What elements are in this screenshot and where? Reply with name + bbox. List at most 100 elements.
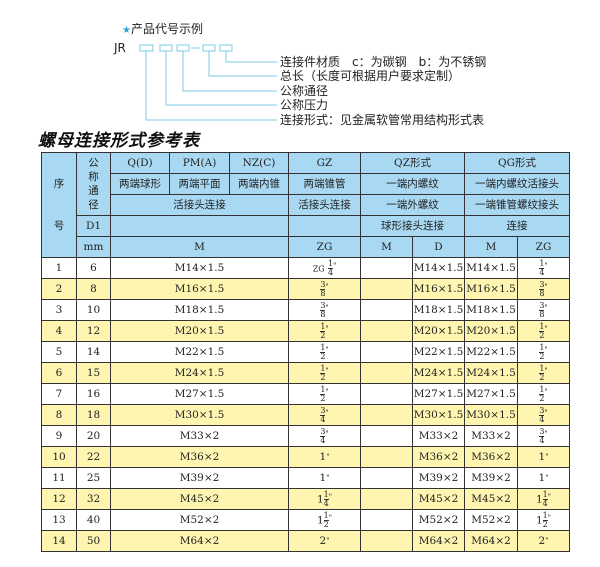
header-zg: ZG bbox=[288, 236, 361, 258]
cell-qz-d: M18×1.5 bbox=[412, 299, 465, 321]
cell-qg-m: M45×2 bbox=[464, 488, 518, 510]
inch-mark: " bbox=[547, 492, 551, 501]
fraction-denominator: 8 bbox=[320, 309, 326, 319]
cell-seq: 5 bbox=[41, 341, 77, 363]
code-box-1 bbox=[139, 44, 154, 52]
header-qg: QG形式 bbox=[464, 152, 570, 174]
cell-qz-d: M20×1.5 bbox=[412, 320, 465, 342]
header-pm: PM(A) bbox=[169, 152, 230, 174]
header-nz: NZ(C) bbox=[229, 152, 289, 174]
cell-qz-d: M36×2 bbox=[412, 446, 465, 468]
cell-seq: 10 bbox=[41, 446, 77, 468]
code-prefix: JR bbox=[114, 41, 126, 55]
fraction-denominator: 4 bbox=[542, 498, 548, 508]
inch-mark: " bbox=[326, 537, 330, 545]
thread-whole: 2 bbox=[538, 535, 546, 547]
cell-dn: 15 bbox=[76, 362, 111, 384]
table-row: 4 12 M20×1.5 1 2 " M20×1.5 M20×1.5 1 2 " bbox=[41, 320, 570, 342]
cell-qz-m bbox=[360, 446, 413, 468]
header-r2-5: 一端内螺纹 bbox=[360, 173, 465, 195]
cell-dn: 40 bbox=[76, 509, 111, 531]
cell-dn: 22 bbox=[76, 446, 111, 468]
label-pressure: 公称压力 bbox=[280, 98, 329, 112]
inch-mark: " bbox=[328, 513, 332, 522]
table-row: 14 50 M64×2 2" M64×2 M64×2 2" bbox=[41, 530, 570, 552]
cell-qg-m: M36×2 bbox=[464, 446, 518, 468]
cell-m: M52×2 bbox=[110, 509, 289, 531]
fraction-denominator: 2 bbox=[323, 519, 329, 529]
table-row: 10 22 M36×2 1" M36×2 M36×2 1" bbox=[41, 446, 570, 468]
leader-line-3 bbox=[182, 51, 277, 92]
fraction-denominator: 8 bbox=[539, 309, 545, 319]
cell-seq: 12 bbox=[41, 488, 77, 510]
inch-mark: " bbox=[544, 387, 548, 396]
inch-mark: " bbox=[325, 282, 329, 291]
inch-mark: " bbox=[545, 537, 549, 545]
inch-mark: " bbox=[544, 408, 548, 417]
cell-gz-zg: 3 8 " bbox=[288, 278, 361, 300]
cell-gz-zg: 1 2 " bbox=[288, 383, 361, 405]
cell-qz-m bbox=[360, 509, 413, 531]
inch-mark: " bbox=[325, 408, 329, 417]
nut-connection-table: 序号 公称通径 Q(D) PM(A) NZ(C) GZ QZ形式 QG形式 两端… bbox=[41, 152, 570, 552]
cell-seq: 14 bbox=[41, 530, 77, 552]
cell-gz-zg: 3 4 " bbox=[288, 404, 361, 426]
code-box-3 bbox=[176, 44, 190, 52]
code-box-2 bbox=[159, 44, 173, 52]
cell-qz-m bbox=[360, 383, 413, 405]
cell-seq: 8 bbox=[41, 404, 77, 426]
code-diagram-lines bbox=[139, 44, 277, 121]
code-example-title: ★产品代号示例 bbox=[122, 20, 203, 37]
cell-gz-zg: 1 2 " bbox=[288, 320, 361, 342]
inch-mark: " bbox=[325, 303, 329, 312]
cell-m: M18×1.5 bbox=[110, 299, 289, 321]
cell-qg-m: M30×1.5 bbox=[464, 404, 518, 426]
cell-gz-zg: 1" bbox=[288, 446, 361, 468]
fraction-denominator: 8 bbox=[320, 288, 326, 298]
cell-qz-d: M39×2 bbox=[412, 467, 465, 489]
cell-qg-zg: 1" bbox=[517, 446, 570, 468]
thread-whole: 1 bbox=[538, 472, 546, 484]
header-r2-1: 两端球形 bbox=[110, 173, 170, 195]
cell-qz-m bbox=[360, 320, 413, 342]
cell-qg-m: M64×2 bbox=[464, 530, 518, 552]
cell-seq: 2 bbox=[41, 278, 77, 300]
header-r2-2: 两端平面 bbox=[169, 173, 230, 195]
cell-gz-zg: ZG 1 4 " bbox=[288, 257, 361, 279]
fraction-numerator: 3 bbox=[320, 405, 326, 416]
star-icon: ★ bbox=[122, 25, 131, 36]
header-dn: 公称通径 bbox=[76, 152, 111, 216]
cell-qz-d: M33×2 bbox=[412, 425, 465, 447]
fraction-numerator: 3 bbox=[539, 300, 545, 311]
cell-gz-zg: 3 4 " bbox=[288, 425, 361, 447]
inch-mark: " bbox=[544, 429, 548, 438]
cell-qg-m: M14×1.5 bbox=[464, 257, 518, 279]
cell-gz-zg: 1 1 2 " bbox=[288, 509, 361, 531]
cell-m: M20×1.5 bbox=[110, 320, 289, 342]
table-row: 3 10 M18×1.5 3 8 " M18×1.5 M18×1.5 3 8 " bbox=[41, 299, 570, 321]
cell-qg-zg: 1 2 " bbox=[517, 320, 570, 342]
fraction-denominator: 2 bbox=[320, 330, 326, 340]
fraction-denominator: 2 bbox=[539, 351, 545, 361]
thread-whole: 2 bbox=[319, 535, 327, 547]
cell-qz-d: M45×2 bbox=[412, 488, 465, 510]
cell-gz-zg: 3 8 " bbox=[288, 299, 361, 321]
fraction-numerator: 1 bbox=[539, 342, 545, 353]
cell-qz-m bbox=[360, 362, 413, 384]
inch-mark: " bbox=[326, 474, 330, 482]
cell-seq: 13 bbox=[41, 509, 77, 531]
fraction-numerator: 3 bbox=[539, 279, 545, 290]
cell-seq: 1 bbox=[41, 257, 77, 279]
fraction-numerator: 3 bbox=[320, 279, 326, 290]
cell-m: M27×1.5 bbox=[110, 383, 289, 405]
